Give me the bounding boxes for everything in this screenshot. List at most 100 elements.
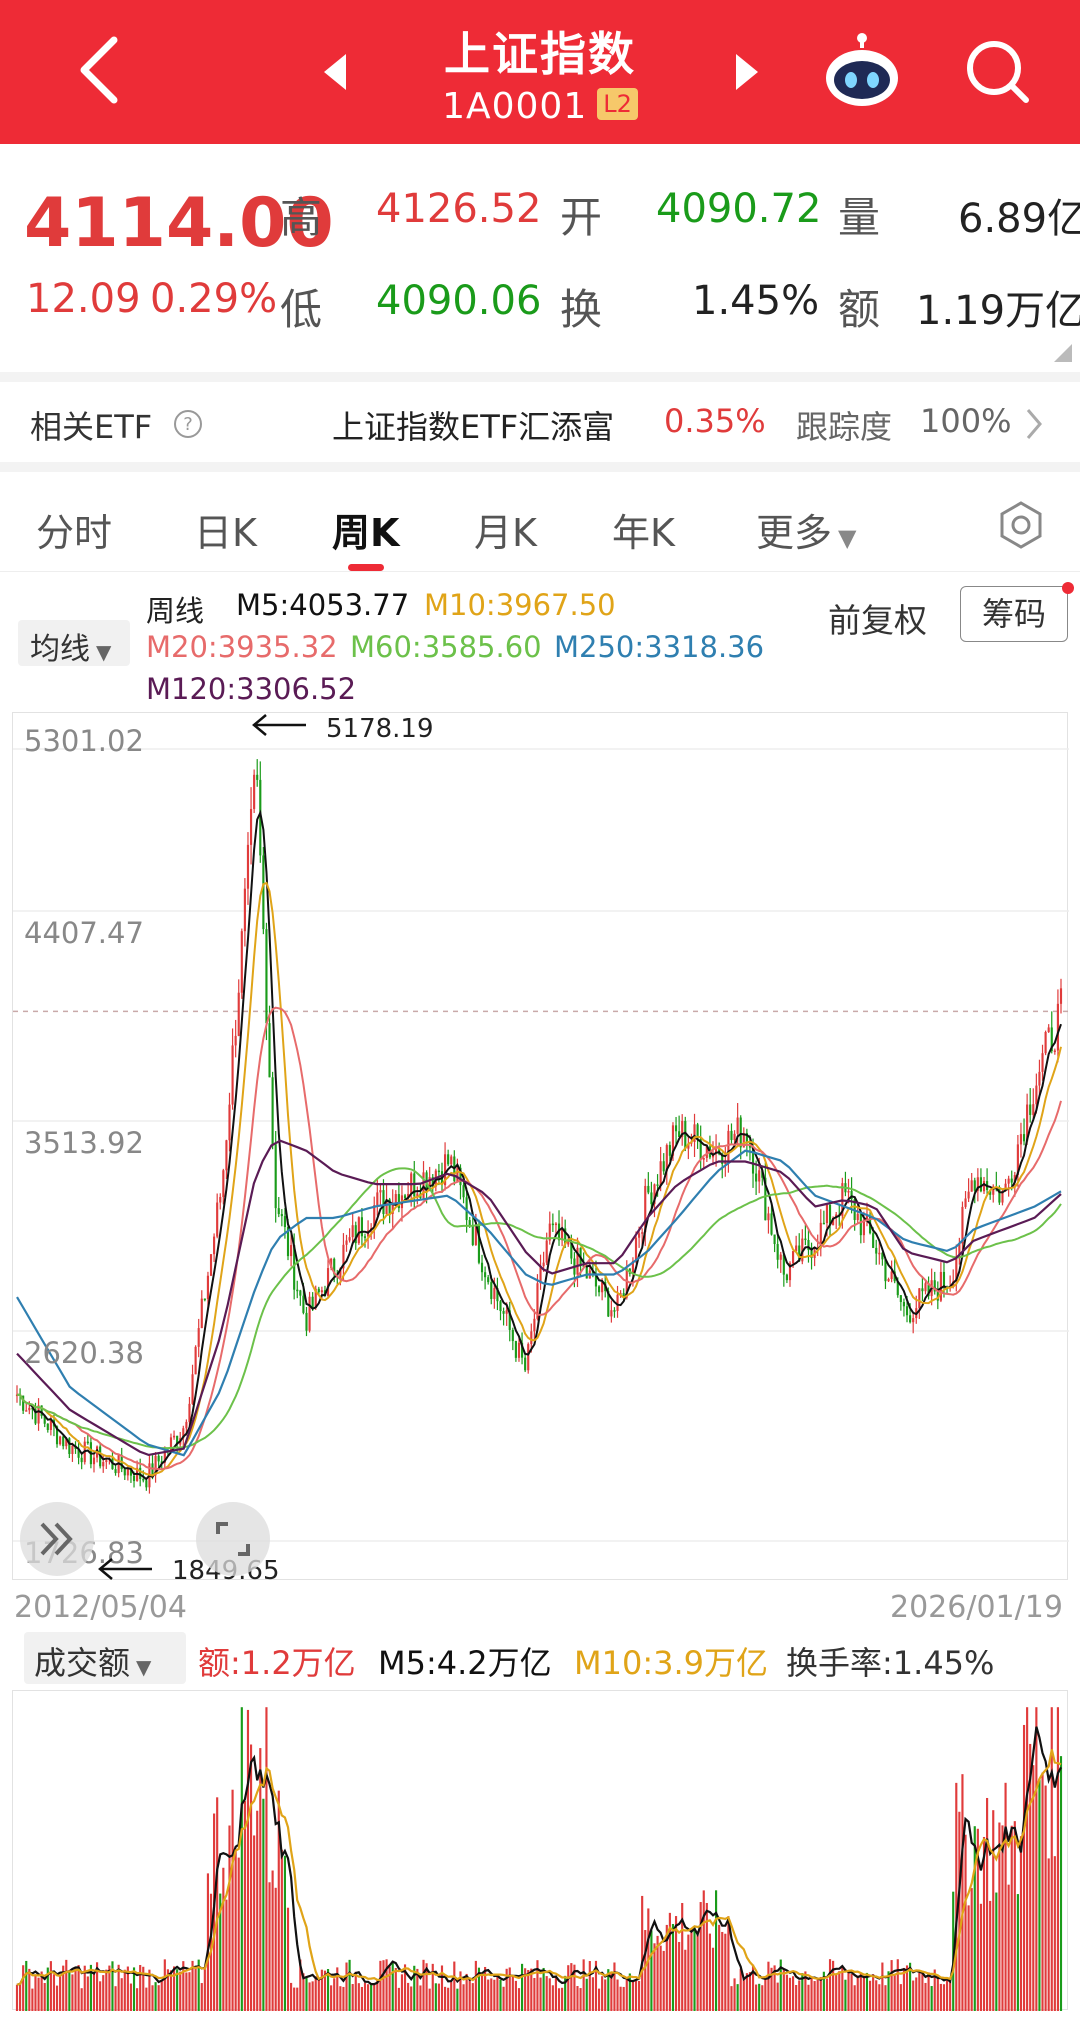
candle-body bbox=[160, 1461, 163, 1463]
volume-bar bbox=[166, 1969, 169, 2011]
candle-body bbox=[484, 1272, 487, 1278]
ma-selector[interactable]: 均线 ▼ bbox=[18, 620, 130, 667]
volume-bar bbox=[219, 1893, 222, 2011]
ma10-line bbox=[16, 881, 1062, 1477]
candle-body bbox=[428, 1177, 431, 1192]
volume-bar bbox=[145, 1987, 148, 2011]
fullscreen-button[interactable] bbox=[196, 1502, 270, 1576]
volume-bar bbox=[68, 1970, 71, 2011]
volume-bar bbox=[305, 1977, 308, 2011]
volume-bar bbox=[459, 1971, 462, 2011]
ai-assistant-robot-icon[interactable] bbox=[822, 32, 902, 112]
tab-yearly-k[interactable]: 年K bbox=[612, 511, 675, 555]
candle-body bbox=[545, 1240, 548, 1263]
volume-bar bbox=[567, 1965, 570, 2011]
candle-body bbox=[514, 1341, 517, 1358]
volume-bar bbox=[468, 1980, 471, 2011]
volume-bar bbox=[949, 1981, 952, 2011]
volume-bar bbox=[474, 1960, 477, 2011]
tracking-label: 跟踪度 bbox=[796, 408, 893, 446]
volume-bar bbox=[905, 1965, 909, 2011]
volume-bar bbox=[108, 1965, 111, 2011]
volume-bar bbox=[641, 1895, 644, 2011]
volume-bar bbox=[55, 1985, 59, 2011]
candle-body bbox=[576, 1247, 579, 1275]
tracking-value: 100% bbox=[920, 402, 1012, 440]
volume-bar bbox=[875, 1980, 878, 2011]
tab-intraday[interactable]: 分时 bbox=[36, 511, 113, 555]
candle-body bbox=[693, 1124, 696, 1142]
help-icon[interactable]: ? bbox=[172, 408, 204, 440]
volume-bar bbox=[644, 1930, 647, 2011]
volume-bar bbox=[422, 1959, 425, 2011]
ma20-value: M20:3935.32 bbox=[146, 630, 338, 664]
candle-body bbox=[493, 1288, 496, 1299]
volume-bar bbox=[348, 1959, 351, 2011]
turnover-rate-text: 换手率:1.45% bbox=[786, 1644, 995, 1682]
volume-bar bbox=[222, 1867, 225, 2011]
candle-body bbox=[641, 1232, 644, 1234]
volume-bar bbox=[385, 1959, 388, 2011]
volume-bar bbox=[1022, 1724, 1026, 2011]
candle-body bbox=[819, 1222, 822, 1249]
chip-distribution-button[interactable]: 筹码 bbox=[960, 586, 1068, 642]
kline-chart[interactable] bbox=[12, 712, 1069, 1580]
candle-body bbox=[342, 1244, 345, 1269]
candle-body bbox=[43, 1416, 46, 1424]
candle-body bbox=[34, 1409, 37, 1424]
tab-more[interactable]: 更多 ▼ bbox=[756, 502, 856, 557]
settings-hexagon-icon[interactable] bbox=[996, 500, 1046, 550]
volume-bar bbox=[625, 1977, 628, 2011]
candle-body bbox=[671, 1125, 675, 1156]
ma60-line bbox=[16, 1167, 1062, 1450]
candle-body bbox=[825, 1204, 829, 1224]
candle-body bbox=[382, 1190, 385, 1215]
volume-bar bbox=[382, 1960, 385, 2011]
volume-bar bbox=[551, 1985, 554, 2011]
tab-monthly-k[interactable]: 月K bbox=[474, 511, 537, 555]
candle-body bbox=[758, 1170, 761, 1182]
volume-bar bbox=[690, 1928, 693, 2011]
volume-bar bbox=[1029, 1743, 1032, 2011]
volume-chart[interactable] bbox=[12, 1690, 1068, 2011]
candle-body bbox=[832, 1217, 835, 1226]
tab-weekly-k[interactable]: 周K bbox=[332, 511, 400, 555]
scroll-forward-button[interactable] bbox=[20, 1502, 94, 1576]
volume-bar bbox=[342, 1986, 345, 2011]
search-icon[interactable] bbox=[962, 36, 1032, 108]
back-arrow-icon[interactable] bbox=[70, 30, 130, 110]
tab-daily-k[interactable]: 日K bbox=[194, 511, 257, 555]
volume-bar bbox=[132, 1967, 136, 2011]
candle-body bbox=[49, 1420, 52, 1430]
volume-bar bbox=[216, 1797, 219, 2011]
volume-bar bbox=[616, 1979, 619, 2011]
volume-indicator-selector[interactable]: 成交额 ▼ bbox=[24, 1632, 186, 1684]
volume-bar bbox=[619, 1986, 622, 2011]
volume-bar bbox=[536, 1960, 539, 2011]
volume-bar bbox=[764, 1976, 767, 2011]
previous-index-icon[interactable] bbox=[320, 50, 350, 94]
volume-bar bbox=[582, 1959, 585, 2011]
adjust-mode[interactable]: 前复权 bbox=[828, 601, 927, 640]
candle-body bbox=[256, 774, 259, 780]
candle-body bbox=[407, 1193, 410, 1199]
candle-body bbox=[234, 1035, 237, 1046]
volume-bar bbox=[989, 1900, 992, 2011]
volume-bar bbox=[111, 1961, 114, 2011]
volume-bar bbox=[490, 1978, 493, 2011]
volume-bar bbox=[182, 1961, 185, 2011]
volume-bar bbox=[530, 1968, 533, 2011]
expand-corner-icon[interactable] bbox=[1054, 344, 1072, 362]
volume-bar bbox=[1004, 1782, 1007, 2011]
volume-bar bbox=[126, 1966, 129, 2011]
candle-body bbox=[656, 1184, 659, 1186]
next-index-icon[interactable] bbox=[732, 50, 762, 94]
related-etf-row[interactable]: 相关ETF ? 上证指数ETF汇添富 0.35% 跟踪度 100% bbox=[0, 382, 1080, 462]
candle-body bbox=[807, 1239, 810, 1251]
volume-bar bbox=[188, 1972, 191, 2011]
candle-body bbox=[705, 1146, 708, 1158]
level2-badge[interactable]: L2 bbox=[597, 88, 638, 120]
volume-bar bbox=[684, 1949, 687, 2011]
volume-bar bbox=[363, 1982, 367, 2011]
volume-bar bbox=[25, 1960, 28, 2011]
